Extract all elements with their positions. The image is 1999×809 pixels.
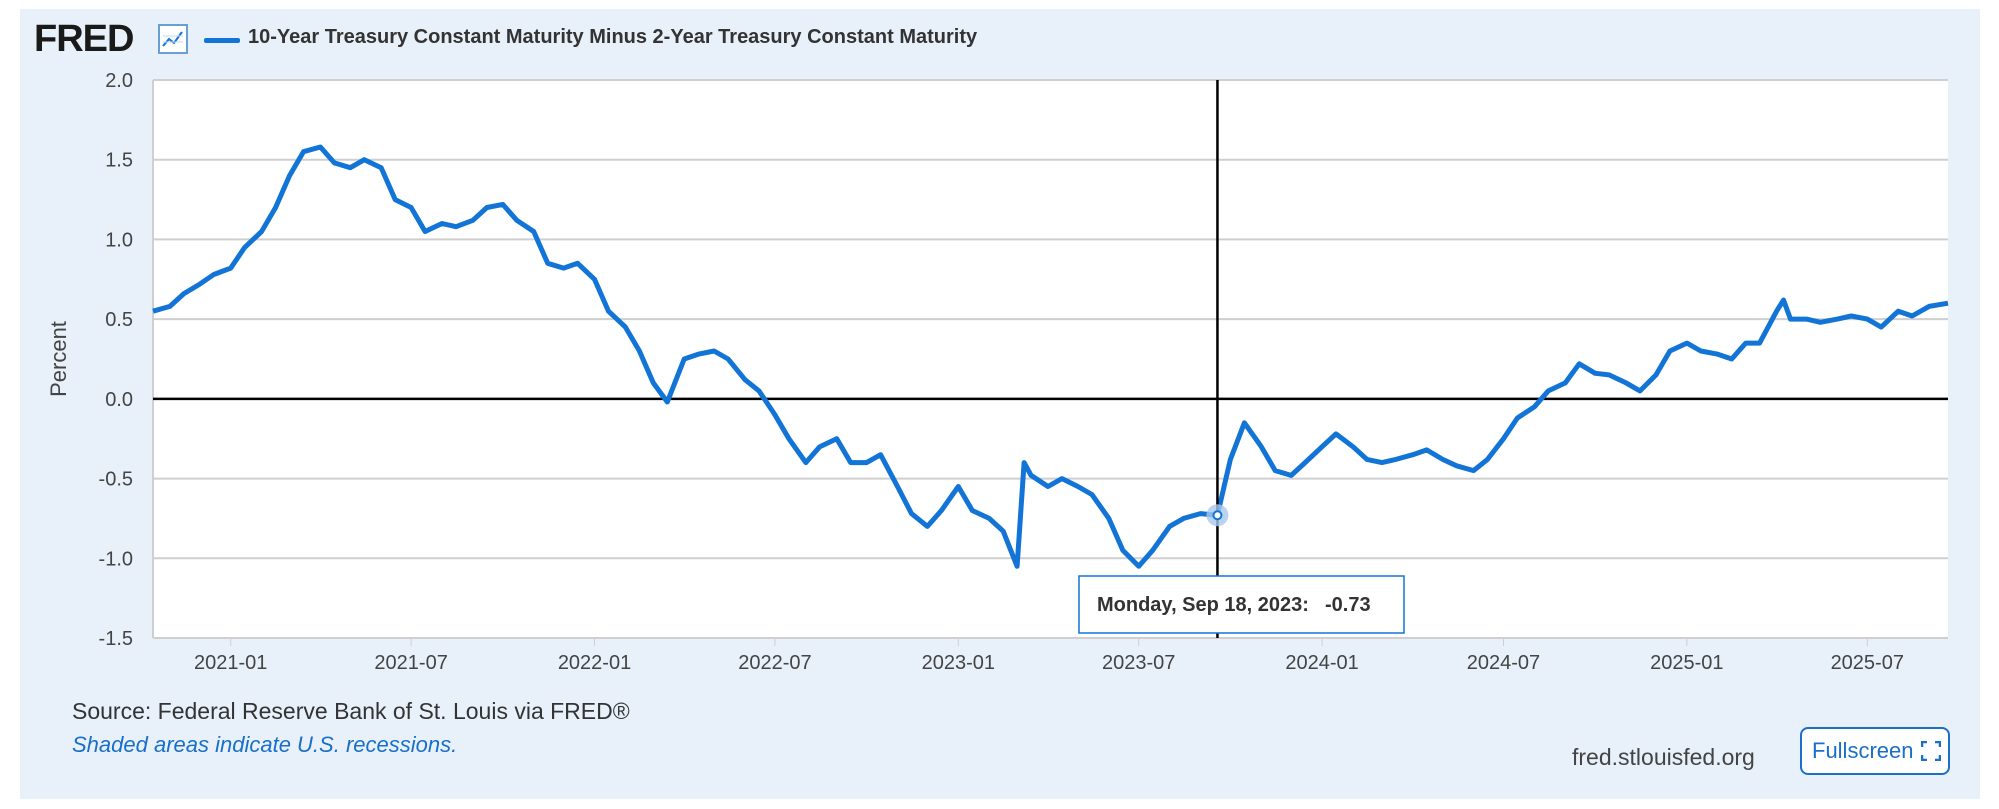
y-tick-label: 0.0 (105, 389, 133, 411)
x-tick-label: 2024-07 (1467, 652, 1540, 674)
y-axis-label: Percent (46, 321, 71, 397)
line-chart-icon[interactable] (158, 24, 188, 54)
y-tick-label: 0.5 (105, 309, 133, 331)
y-tick-label: 2.0 (105, 70, 133, 92)
x-tick-label: 2023-07 (1102, 652, 1175, 674)
tooltip: Monday, Sep 18, 2023: -0.73 (1078, 575, 1405, 634)
hover-marker[interactable] (1212, 510, 1223, 521)
legend-swatch (204, 38, 240, 43)
tooltip-value: -0.73 (1325, 594, 1371, 616)
x-tick-label: 2025-07 (1831, 652, 1904, 674)
recession-note[interactable]: Shaded areas indicate U.S. recessions. (72, 732, 458, 757)
x-tick-label: 2025-01 (1650, 652, 1723, 674)
x-tick-label: 2024-01 (1285, 652, 1358, 674)
fullscreen-button[interactable]: Fullscreen (1800, 727, 1950, 775)
y-tick-label: -0.5 (99, 469, 133, 491)
fullscreen-label: Fullscreen (1812, 738, 1914, 763)
y-tick-label: 1.0 (105, 229, 133, 251)
y-tick-label: 1.5 (105, 150, 133, 172)
series-line[interactable] (152, 144, 1949, 569)
y-tick-label: -1.5 (99, 628, 133, 650)
x-tick-label: 2022-01 (558, 652, 631, 674)
expand-icon (1921, 741, 1942, 761)
plot-area (153, 80, 1948, 638)
source-text: Source: Federal Reserve Bank of St. Loui… (72, 698, 630, 724)
x-tick-label: 2021-07 (374, 652, 447, 674)
y-axis-ticks: 2.0 1.5 1.0 0.5 0.0 -0.5 -1.0 -1.5 (99, 70, 133, 650)
tooltip-date: Monday, Sep 18, 2023: (1097, 594, 1309, 616)
x-tick-label: 2023-01 (922, 652, 995, 674)
chart-title: 10-Year Treasury Constant Maturity Minus… (248, 26, 978, 48)
fred-logo[interactable]: FRED (34, 18, 134, 60)
x-axis-ticks: 2021-01 2021-07 2022-01 2022-07 2023-01 2023-… (194, 638, 1904, 674)
y-tick-label: -1.0 (99, 548, 133, 570)
site-url[interactable]: fred.stlouisfed.org (1572, 744, 1755, 770)
x-tick-label: 2022-07 (738, 652, 811, 674)
x-tick-label: 2021-01 (194, 652, 267, 674)
